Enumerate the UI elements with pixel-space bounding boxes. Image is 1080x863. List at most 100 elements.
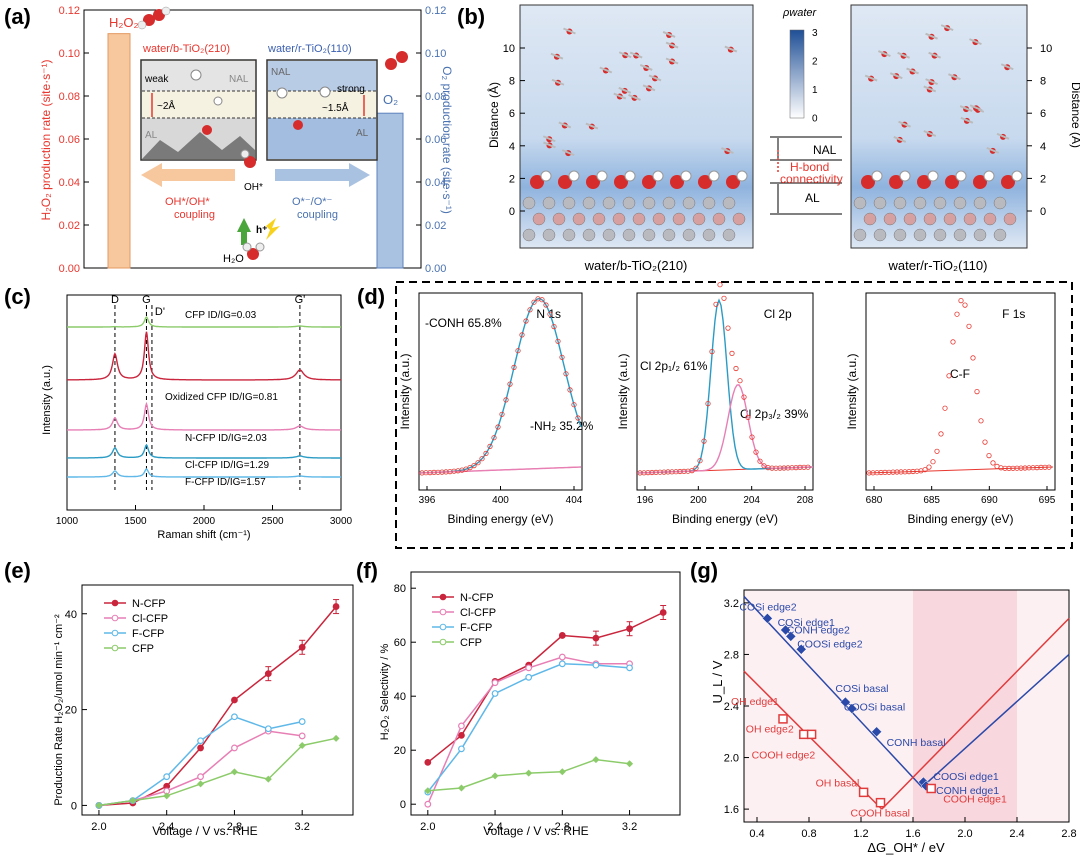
- volcano-point-blue: [785, 631, 797, 642]
- tio2-lattice-atom: [953, 228, 967, 242]
- tio2-lattice-atom: [622, 228, 636, 242]
- xps-data-point: [982, 439, 988, 445]
- tio2-lattice-atom: [702, 228, 716, 242]
- a-ytick-label-left: 0.00: [59, 263, 80, 275]
- legend-label: N-CFP: [132, 598, 166, 610]
- red-volcano-right: [881, 617, 1070, 810]
- volcano-plot: 0.4 0.8 1.2 1.6 2.0 2.4 2.81.62.02.42.83.2 COSi…: [724, 589, 1077, 840]
- ytick-label: 0: [400, 799, 406, 811]
- g-xtick-label: 1.2: [853, 828, 868, 840]
- data-point: [626, 664, 633, 672]
- xps-data-point: [475, 460, 481, 466]
- plot-frame: [410, 571, 681, 816]
- xps-xtick-label: 404: [566, 495, 583, 506]
- surface-hydrogen: [983, 170, 995, 182]
- data-point: [558, 768, 566, 776]
- weak-label: weak: [144, 74, 169, 85]
- blue-volcano-right: [921, 653, 1070, 788]
- hole-label: h⁺: [256, 225, 267, 236]
- xps-data-point: [559, 354, 565, 360]
- left-arrow-label: OH*/OH*: [165, 196, 210, 208]
- water-hydrogen: [898, 120, 911, 128]
- series-line-n-cfp: [427, 611, 664, 763]
- water-hydrogen: [928, 51, 941, 59]
- hbond-label-2: connectivity: [780, 172, 843, 186]
- volcano-point-label: CONH basal: [887, 737, 946, 749]
- xps-data-point: [930, 459, 936, 465]
- water-hydrogen: [665, 41, 679, 49]
- xps-data-point: [753, 449, 759, 455]
- water-hydrogen: [986, 146, 1000, 154]
- tio2-lattice-atom: [993, 196, 1007, 210]
- tio2-lattice-atom: [522, 196, 536, 210]
- tio2-lattice-atom: [532, 212, 546, 226]
- tio2-lattice-atom: [602, 228, 616, 242]
- surface-oxygen: [973, 175, 987, 189]
- data-point: [298, 718, 306, 725]
- panel-b-ylabel-right: Distance (Å): [1069, 82, 1080, 148]
- xps-data-point: [539, 297, 545, 303]
- panel-f: (f) 2.0 2.4 2.8 3.2 0 20 40 60 80 N-CFP Cl-CFP F-CF…: [356, 558, 681, 838]
- volcano-point-red: [858, 787, 869, 798]
- xps-ylabel: Intensity (a.u.): [616, 353, 630, 429]
- tio2-lattice-atom: [893, 196, 907, 210]
- panel-g-xlabel: ΔG_OH* / eV: [867, 840, 945, 855]
- volcano-point-label: COSi basal: [835, 683, 888, 695]
- caption-right: water/r-TiO₂(110): [888, 258, 988, 273]
- xps-data-point: [503, 397, 509, 403]
- tio2-lattice-atom: [873, 196, 887, 210]
- tio2-lattice-atom: [893, 228, 907, 242]
- raman-label: Cl-CFP ID/IG=1.29: [185, 460, 269, 471]
- surface-oxygen: [917, 175, 931, 189]
- right-nal-label: NAL: [271, 67, 291, 78]
- surface-oxygen: [861, 175, 875, 189]
- volcano-point-label: COOSi edge1: [933, 771, 999, 783]
- xps-data-point: [729, 350, 735, 356]
- c-xtick-label: 2500: [261, 516, 284, 527]
- xps-data-point: [467, 464, 473, 471]
- xps-data-point: [938, 431, 944, 437]
- legend-label: CFP: [132, 643, 154, 655]
- water-hydrogen: [551, 78, 565, 86]
- xps-data-point: [555, 338, 561, 344]
- panel-c: (c) 1000 1500 2000 2500 3000 D G D' G' CFP ID/IG=…: [4, 284, 353, 541]
- o2-bar-label: O₂: [383, 92, 398, 107]
- h2o2-bar-label: H₂O₂: [109, 15, 139, 30]
- legend-marker: [111, 629, 119, 637]
- water-hydrogen: [959, 105, 973, 113]
- c-xtick-label: 1500: [124, 516, 147, 527]
- raman-label: N-CFP ID/IG=2.03: [185, 433, 267, 444]
- data-point: [424, 758, 432, 766]
- tio2-lattice-atom: [672, 212, 686, 226]
- a-ytick-label-right: 0.02: [425, 220, 446, 232]
- tio2-lattice-atom: [622, 196, 636, 210]
- data-point: [491, 690, 499, 697]
- b-tick-label-right: 8: [1040, 76, 1046, 88]
- xps-data-point: [547, 311, 553, 317]
- data-point: [525, 673, 533, 681]
- right-inset-title: water/r-TiO₂(110): [267, 43, 352, 55]
- water-hydrogen: [550, 52, 564, 60]
- o2-molecule-icon: [385, 51, 408, 70]
- volcano-point-label: COSi edge1: [778, 617, 835, 629]
- xps-data-point: [974, 388, 980, 395]
- data-point: [231, 696, 238, 704]
- panel-a-y2label: O₂ production rate (site·s⁻¹): [440, 66, 454, 214]
- volcano-point-label: OH edge2: [746, 723, 794, 735]
- data-point: [558, 632, 566, 639]
- xps-data-point: [749, 434, 755, 440]
- volcano-point-label: COOSi basal: [844, 702, 905, 714]
- water-hydrogen: [599, 66, 613, 74]
- tio2-lattice-atom: [572, 212, 586, 226]
- xps-spectra: N 1s -CONH 65.8% -NH₂ 35.2% 396 400 404 Bindin…: [398, 282, 1056, 526]
- g-xtick-label: 0.4: [749, 828, 764, 840]
- surface-oxygen: [530, 175, 544, 189]
- raman-label: CFP ID/IG=0.03: [185, 310, 257, 321]
- tio2-lattice-atom: [933, 228, 947, 242]
- xps-peak-label: Cl 2p₃/₂ 39%: [740, 407, 809, 421]
- g-xtick-label: 2.4: [1009, 828, 1024, 840]
- xps-data-point: [705, 400, 711, 407]
- surface-hydrogen: [708, 170, 720, 182]
- xps-data-point: [507, 381, 513, 387]
- xps-frame: [636, 292, 814, 491]
